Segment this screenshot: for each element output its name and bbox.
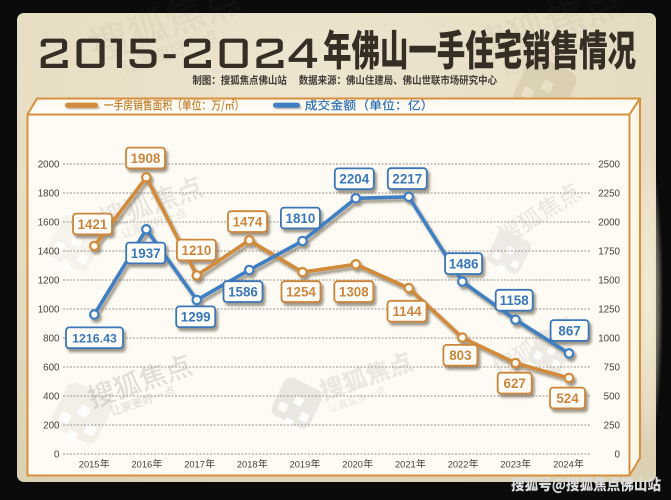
svg-text:1500: 1500 [598,276,620,287]
svg-text:2019: 2019 [290,459,311,469]
svg-text:750: 750 [604,363,621,374]
svg-text:1158: 1158 [500,293,530,308]
svg-text:2020: 2020 [342,459,363,469]
svg-text:1400: 1400 [38,247,60,258]
svg-text:1486: 1486 [449,256,479,271]
svg-text:1144: 1144 [392,304,422,319]
svg-text:1000: 1000 [598,334,620,345]
svg-text:2000: 2000 [38,160,60,171]
svg-text:1210: 1210 [182,243,212,258]
svg-text:1474: 1474 [233,214,263,229]
svg-text:1000: 1000 [38,305,60,316]
svg-text:2015: 2015 [79,459,100,469]
svg-text:524: 524 [556,391,579,406]
svg-text:2017: 2017 [184,459,205,469]
svg-text:1250: 1250 [598,305,620,316]
svg-text:1810: 1810 [286,211,316,226]
svg-text:2500: 2500 [598,160,620,171]
svg-text:1600: 1600 [38,218,60,229]
svg-text:627: 627 [504,376,526,391]
svg-text:1200: 1200 [38,276,60,287]
svg-text:1586: 1586 [228,284,258,299]
svg-text:1421: 1421 [78,217,108,232]
svg-text:1800: 1800 [38,189,60,200]
svg-text:2016: 2016 [132,459,153,469]
svg-text:400: 400 [43,392,60,403]
svg-text:2021: 2021 [395,459,416,469]
svg-text:800: 800 [43,334,60,345]
svg-text:0: 0 [54,450,60,461]
svg-text:2000: 2000 [598,218,620,229]
svg-text:600: 600 [43,363,60,374]
svg-text:0: 0 [615,450,621,461]
svg-text:2018: 2018 [237,459,258,469]
svg-text:200: 200 [43,421,60,432]
svg-text:2250: 2250 [598,189,620,200]
svg-text:2217: 2217 [392,171,422,186]
svg-text:1750: 1750 [598,247,620,258]
svg-text:500: 500 [604,392,621,403]
svg-text:1299: 1299 [181,310,211,325]
svg-text:250: 250 [604,421,621,432]
svg-text:2023: 2023 [500,459,521,469]
svg-text:803: 803 [449,348,471,363]
svg-text:1216.43: 1216.43 [72,332,117,346]
svg-text:2204: 2204 [339,172,369,187]
svg-text:2024: 2024 [553,459,574,469]
svg-text:1254: 1254 [286,284,316,299]
svg-text:1937: 1937 [131,246,161,261]
svg-text:1308: 1308 [339,284,369,299]
svg-text:867: 867 [558,323,580,338]
svg-text:2022: 2022 [448,459,469,469]
svg-text:1908: 1908 [131,151,161,166]
